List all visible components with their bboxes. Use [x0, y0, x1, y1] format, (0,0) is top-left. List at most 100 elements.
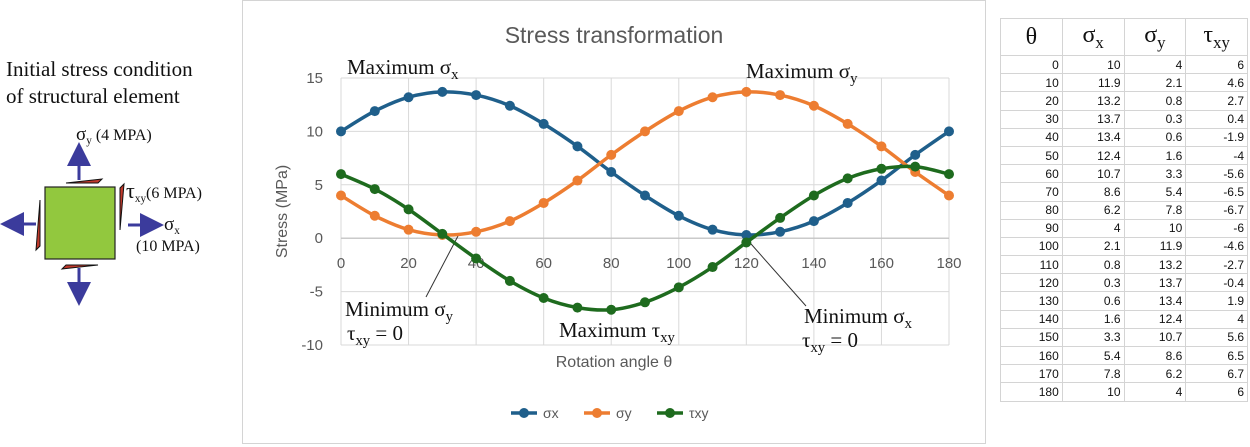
series-line-1: [340, 90, 950, 237]
table-row: 100 2.1 11.9 -4.6: [1000, 236, 1248, 257]
table-cell: 2.1: [1123, 73, 1187, 93]
table-row: 170 7.8 6.2 6.7: [1000, 364, 1248, 384]
table-cell: 8.6: [1061, 182, 1125, 202]
table-cell: 10: [1000, 73, 1063, 93]
table-cell: -4.6: [1185, 236, 1248, 257]
table-cell: 150: [1000, 327, 1063, 348]
series-point-2: [808, 190, 819, 201]
series-point-0: [741, 229, 752, 240]
table-cell: 1.6: [1061, 309, 1125, 329]
series-point-1: [403, 224, 414, 235]
table-cell: -6.5: [1185, 182, 1248, 202]
legend-label: σy: [616, 405, 632, 421]
series-point-1: [336, 190, 346, 201]
header-sigma-y: σy: [1123, 18, 1187, 56]
table-cell: 2.7: [1185, 91, 1248, 111]
y-axis-label: Stress (MPa): [274, 165, 291, 258]
table-cell: 70: [1000, 182, 1063, 202]
series-point-0: [538, 118, 549, 129]
table-cell: 0.4: [1185, 109, 1248, 129]
table-row: 40 13.4 0.6 -1.9: [1000, 127, 1248, 147]
table-cell: 6: [1185, 54, 1248, 75]
annotation-min-sigma-y: Minimum σy: [345, 297, 453, 326]
table-cell: 0.6: [1123, 127, 1187, 147]
table-row: 150 3.3 10.7 5.6: [1000, 327, 1248, 348]
table-cell: 6.7: [1185, 364, 1248, 384]
series-point-1: [640, 126, 650, 137]
table-cell: 13.7: [1123, 273, 1187, 293]
y-tick-label: 0: [315, 230, 323, 247]
chart-panel: Stress transformation -10 -5 0 5 10 15 0 20 40 60 8…: [242, 0, 986, 444]
series-point-1: [471, 226, 482, 237]
series-point-2: [707, 262, 718, 273]
series-point-0: [504, 100, 515, 111]
table-row: 80 6.2 7.8 -6.7: [1000, 200, 1248, 220]
legend-label: σx: [543, 405, 559, 421]
series-point-0: [640, 190, 650, 201]
table-cell: 4: [1123, 54, 1187, 75]
table-row: 70 8.6 5.4 -6.5: [1000, 182, 1248, 202]
table-cell: 20: [1000, 91, 1063, 111]
table-cell: 1.9: [1185, 291, 1248, 311]
table-cell: 6.5: [1185, 345, 1248, 366]
table-cell: -1.9: [1185, 127, 1248, 147]
stress-table: θ σx σy τxy 0 10 4 6 10 11.9 2.1 4.6 20 13.2 0.8 2.…: [1000, 18, 1248, 402]
chart-title: Stress transformation: [505, 22, 724, 48]
table-cell: 60: [1000, 164, 1063, 184]
series-point-0: [572, 141, 583, 152]
y-tick-label: 5: [315, 177, 323, 194]
table-cell: 50: [1000, 145, 1063, 166]
table-cell: 30: [1000, 109, 1063, 129]
shear-left-arrow: [35, 199, 41, 252]
series-point-2: [741, 237, 752, 248]
table-header-row: θ σx σy τxy: [1000, 18, 1248, 56]
series-point-0: [876, 175, 887, 186]
series-point-2: [775, 212, 786, 223]
table-cell: 13.2: [1061, 91, 1125, 111]
series-point-2: [842, 173, 853, 184]
table-cell: -6: [1185, 218, 1248, 238]
table-cell: 160: [1000, 345, 1063, 366]
series-point-1: [707, 92, 718, 103]
table-row: 60 10.7 3.3 -5.6: [1000, 164, 1248, 184]
table-cell: 6.2: [1061, 200, 1125, 220]
x-tick-label: 60: [535, 255, 552, 272]
table-cell: 10.7: [1123, 327, 1187, 348]
x-tick-label: 140: [801, 255, 826, 272]
table-cell: 2.1: [1061, 236, 1125, 257]
table-row: 140 1.6 12.4 4: [1000, 309, 1248, 329]
series-point-0: [673, 210, 684, 221]
table-cell: 4: [1061, 218, 1125, 238]
series-point-2: [369, 184, 380, 195]
table-row: 0 10 4 6: [1000, 54, 1248, 75]
y-tick-label: 10: [306, 123, 323, 140]
sigma-x-label: σx: [164, 214, 180, 238]
series-point-0: [944, 126, 954, 137]
table-cell: 10: [1123, 218, 1187, 238]
series-point-0: [910, 149, 921, 160]
table-cell: 0.8: [1123, 91, 1187, 111]
series-point-1: [876, 141, 887, 152]
table-cell: -4: [1185, 145, 1248, 166]
series-point-1: [572, 175, 583, 186]
table-cell: -5.6: [1185, 164, 1248, 184]
table-cell: 170: [1000, 364, 1063, 384]
table-cell: 4.6: [1185, 73, 1248, 93]
legend-marker-2: [665, 408, 675, 418]
table-cell: 0: [1000, 54, 1063, 75]
table-cell: 100: [1000, 236, 1063, 257]
legend-label: τxy: [689, 405, 709, 421]
series-point-0: [336, 126, 346, 137]
table-cell: 13.2: [1123, 255, 1187, 275]
series-point-0: [437, 86, 448, 97]
series-point-1: [538, 197, 549, 208]
series-point-1: [842, 118, 853, 129]
table-row: 50 12.4 1.6 -4: [1000, 145, 1248, 166]
x-tick-label: 100: [666, 255, 691, 272]
table-cell: -6.7: [1185, 200, 1248, 220]
y-tick-label: -10: [301, 337, 323, 354]
x-tick-label: 120: [734, 255, 759, 272]
annotation-max-sigma-x: Maximum σx: [347, 55, 459, 84]
series-point-2: [876, 163, 887, 174]
